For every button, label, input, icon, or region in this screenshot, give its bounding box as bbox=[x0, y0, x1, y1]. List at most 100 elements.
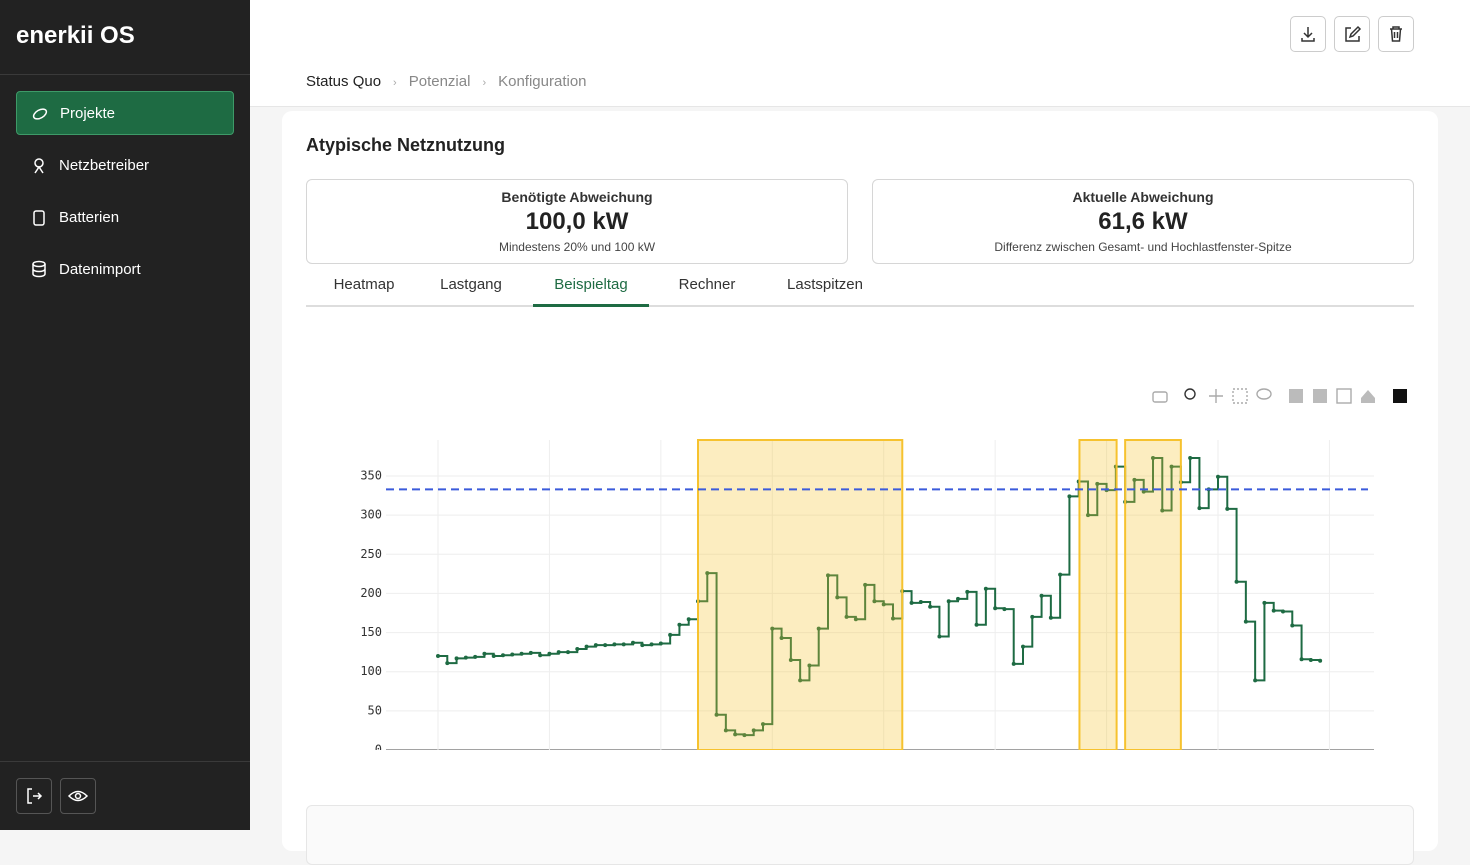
modebar bbox=[1152, 388, 1407, 404]
data-point bbox=[528, 650, 533, 655]
data-point bbox=[1281, 609, 1285, 614]
breadcrumb: Status Quo › Potenzial › Konfiguration bbox=[306, 73, 587, 90]
high-load-window bbox=[1124, 439, 1182, 750]
data-point bbox=[761, 722, 765, 727]
data-point bbox=[733, 732, 738, 737]
icon bbox=[1390, 26, 1402, 42]
kpi-value: 100,0 kW bbox=[525, 208, 629, 235]
tab[interactable]: Beispieltag bbox=[533, 276, 649, 307]
data-point bbox=[1030, 614, 1035, 619]
view-button[interactable] bbox=[60, 778, 96, 814]
data-point bbox=[798, 678, 803, 683]
data-point bbox=[714, 712, 719, 717]
data-point bbox=[463, 655, 468, 660]
download-button[interactable] bbox=[1290, 16, 1326, 52]
data-point bbox=[473, 654, 478, 659]
data-point bbox=[1234, 579, 1239, 584]
data-point bbox=[1318, 658, 1323, 663]
kpi-note: Differenz zwischen Gesamt- und Hochlastf… bbox=[994, 240, 1292, 254]
data-point bbox=[993, 606, 998, 611]
data-point bbox=[538, 653, 543, 658]
main: Status Quo › Potenzial › Konfiguration Atypi… bbox=[250, 0, 1470, 865]
delete-button[interactable] bbox=[1378, 16, 1414, 52]
zoom-icon[interactable] bbox=[1184, 388, 1196, 400]
plotly-logo[interactable] bbox=[1393, 389, 1407, 403]
y-tick-label: 0 bbox=[375, 743, 382, 751]
data-point bbox=[1308, 657, 1313, 662]
data-point bbox=[826, 573, 830, 578]
kpi-title: Benötigte Abweichung bbox=[501, 189, 653, 205]
y-tick-label: 50 bbox=[368, 703, 382, 717]
nav-label: Batterien bbox=[59, 208, 120, 226]
data-point bbox=[705, 571, 710, 576]
next-panel bbox=[306, 805, 1414, 865]
data-point bbox=[1095, 481, 1100, 486]
nav-item[interactable]: Netzbetreiber bbox=[16, 143, 234, 187]
crumb[interactable]: Potenzial bbox=[408, 73, 471, 90]
data-point bbox=[835, 595, 840, 600]
data-point bbox=[742, 733, 747, 738]
data-point bbox=[640, 643, 645, 648]
data-point bbox=[649, 642, 654, 647]
data-point bbox=[1169, 464, 1174, 469]
pan-icon[interactable] bbox=[1209, 389, 1223, 403]
crumb[interactable]: Konfiguration bbox=[498, 73, 587, 90]
nav-item[interactable]: Batterien bbox=[16, 195, 234, 239]
data-point bbox=[1290, 623, 1295, 628]
data-point bbox=[918, 600, 923, 605]
data-point bbox=[1243, 619, 1248, 624]
chart: 05010015020025030035000:0003:0006:0009:0… bbox=[360, 388, 1407, 751]
camera-icon[interactable] bbox=[1152, 391, 1168, 403]
data-point bbox=[1141, 489, 1146, 494]
data-point bbox=[1002, 607, 1007, 612]
data-point bbox=[547, 651, 552, 656]
data-point bbox=[965, 589, 970, 594]
data-point bbox=[872, 599, 877, 604]
data-point bbox=[1067, 494, 1072, 499]
autoscale-icon[interactable] bbox=[1336, 388, 1352, 404]
data-point bbox=[946, 599, 951, 604]
kpi-box: Benötigte Abweichung 100,0 kW Mindestens 2… bbox=[306, 179, 848, 264]
data-point bbox=[1253, 678, 1258, 683]
sidebar: enerkii OS Projekte Netzbetreiber Batter… bbox=[0, 0, 250, 830]
data-point bbox=[807, 663, 812, 668]
data-point bbox=[631, 640, 635, 645]
crumb[interactable]: Status Quo bbox=[306, 73, 382, 90]
data-point bbox=[621, 642, 626, 647]
data-point bbox=[566, 650, 570, 655]
data-point bbox=[723, 728, 728, 733]
data-point bbox=[1058, 572, 1063, 577]
icon bbox=[67, 790, 89, 802]
y-tick-label: 200 bbox=[360, 586, 382, 600]
tab[interactable]: Lastspitzen bbox=[787, 276, 863, 293]
select-icon[interactable] bbox=[1232, 388, 1248, 404]
zoom-in-icon[interactable] bbox=[1289, 389, 1303, 403]
zoom-out-icon[interactable] bbox=[1313, 389, 1327, 403]
icon bbox=[32, 260, 46, 278]
tabs: Heatmap Lastgang Beispieltag Rechner Las… bbox=[306, 267, 1414, 307]
logout-button[interactable] bbox=[16, 778, 52, 814]
data-point bbox=[844, 614, 849, 619]
data-point bbox=[510, 652, 515, 657]
data-point bbox=[677, 622, 682, 627]
edit-button[interactable] bbox=[1334, 16, 1370, 52]
tab[interactable]: Lastgang bbox=[440, 276, 502, 293]
reset-icon[interactable] bbox=[1361, 390, 1375, 403]
tab[interactable]: Heatmap bbox=[333, 276, 395, 293]
lasso-icon[interactable] bbox=[1256, 388, 1272, 400]
data-point bbox=[612, 642, 617, 647]
data-point bbox=[584, 644, 589, 649]
nav-item[interactable]: Datenimport bbox=[16, 247, 234, 291]
tab[interactable]: Rechner bbox=[678, 276, 736, 293]
data-point bbox=[1048, 615, 1053, 620]
data-point bbox=[668, 632, 673, 637]
nav-label: Projekte bbox=[60, 104, 116, 122]
data-point bbox=[1262, 600, 1267, 605]
nav-item[interactable]: Projekte bbox=[16, 91, 234, 135]
data-point bbox=[1132, 477, 1137, 482]
data-point bbox=[501, 653, 505, 658]
data-point bbox=[593, 643, 598, 648]
data-point bbox=[751, 728, 756, 733]
data-point bbox=[788, 657, 793, 662]
data-point bbox=[1151, 456, 1155, 461]
